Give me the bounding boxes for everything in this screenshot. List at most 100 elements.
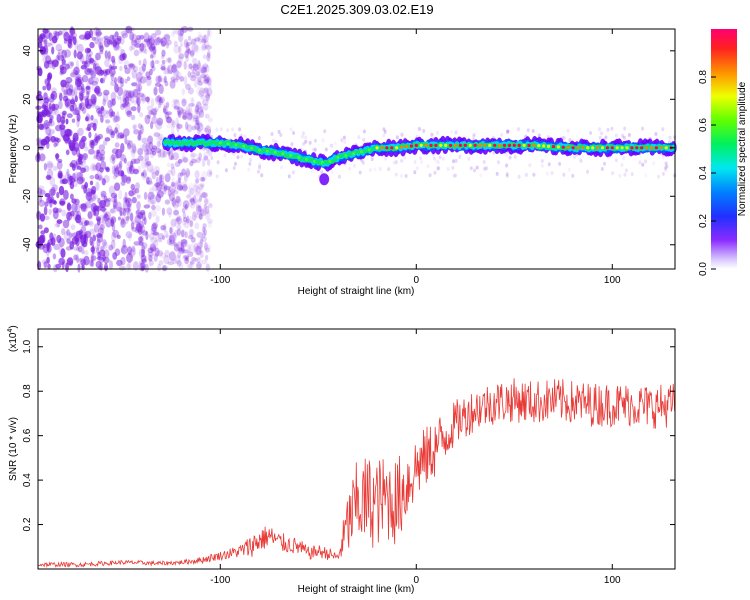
noise-point: [46, 242, 50, 252]
noise-point: [170, 163, 175, 170]
noise-point: [201, 231, 206, 239]
noise-point: [137, 92, 145, 98]
noise-point: [141, 63, 147, 72]
noise-point: [622, 156, 626, 160]
noise-point: [149, 151, 155, 159]
ridge-peak: [640, 146, 644, 150]
noise-point: [120, 142, 125, 153]
noise-point: [166, 238, 173, 246]
noise-point: [49, 176, 56, 187]
noise-point: [153, 253, 158, 262]
noise-point: [141, 260, 145, 268]
noise-point: [155, 176, 159, 184]
noise-point: [179, 76, 185, 82]
noise-point: [164, 33, 171, 42]
noise-point: [199, 74, 207, 79]
noise-point: [95, 181, 100, 191]
noise-point: [90, 246, 98, 255]
noise-point: [191, 97, 195, 107]
noise-point: [51, 35, 58, 44]
noise-point: [131, 245, 136, 253]
noise-point: [188, 201, 193, 208]
noise-point: [140, 159, 147, 169]
noise-point: [181, 184, 188, 192]
noise-point: [40, 34, 48, 42]
noise-point: [143, 191, 148, 200]
noise-point: [452, 173, 456, 178]
noise-point: [111, 232, 116, 242]
noise-point: [215, 174, 219, 179]
noise-point: [177, 172, 182, 181]
noise-point: [182, 112, 188, 120]
noise-point: [66, 229, 71, 236]
noise-point: [236, 155, 240, 160]
noise-point: [458, 154, 462, 159]
noise-point: [76, 176, 84, 185]
noise-point: [102, 256, 110, 264]
noise-point: [247, 167, 251, 172]
noise-point: [158, 97, 164, 106]
noise-point: [189, 229, 194, 237]
noise-point: [147, 114, 152, 120]
noise-point: [53, 243, 60, 251]
ridge-peak: [313, 160, 316, 163]
noise-point: [141, 172, 148, 181]
noise-point: [118, 54, 125, 61]
noise-point: [150, 108, 158, 116]
noise-point: [125, 215, 130, 221]
noise-point: [189, 215, 193, 226]
noise-point: [97, 197, 101, 204]
noise-point: [110, 80, 116, 87]
noise-point: [72, 36, 77, 46]
noise-point: [187, 87, 194, 95]
noise-point: [195, 178, 200, 184]
noise-point: [140, 265, 145, 272]
noise-point: [89, 180, 94, 186]
noise-point: [378, 166, 382, 171]
noise-point: [131, 149, 136, 158]
noise-point: [136, 221, 141, 228]
noise-point: [324, 147, 328, 152]
noise-point: [100, 105, 104, 111]
noise-point: [506, 129, 510, 134]
noise-point: [184, 50, 189, 59]
noise-point: [69, 175, 73, 186]
noise-point: [155, 95, 162, 105]
noise-point: [340, 138, 344, 143]
noise-point: [119, 103, 126, 110]
noise-point: [83, 140, 87, 148]
noise-point: [190, 197, 196, 206]
noise-point: [110, 91, 117, 101]
noise-point: [194, 73, 198, 79]
noise-point: [196, 86, 203, 96]
noise-point: [103, 113, 109, 119]
noise-point: [184, 204, 188, 211]
noise-point: [181, 205, 186, 211]
noise-point: [44, 29, 51, 39]
noise-point: [172, 152, 179, 161]
noise-point: [139, 224, 146, 234]
noise-point: [116, 259, 123, 267]
noise-point: [516, 127, 520, 132]
noise-point: [81, 135, 87, 142]
ridge-peak: [453, 143, 458, 147]
noise-point: [163, 255, 170, 265]
noise-point: [59, 179, 66, 185]
noise-point: [654, 132, 658, 136]
noise-point: [290, 142, 294, 147]
ridge-point: [319, 173, 330, 186]
noise-point: [207, 220, 213, 228]
noise-point: [204, 210, 211, 220]
noise-point: [125, 176, 131, 184]
noise-point: [200, 106, 204, 113]
noise-point: [112, 59, 116, 66]
noise-point: [203, 155, 209, 161]
noise-point: [135, 209, 140, 215]
ridge-peak: [218, 141, 222, 145]
noise-point: [436, 130, 439, 135]
noise-point: [82, 241, 88, 248]
noise-point: [137, 86, 141, 96]
noise-point: [166, 207, 173, 215]
noise-point: [176, 71, 182, 79]
noise-point: [437, 165, 441, 170]
